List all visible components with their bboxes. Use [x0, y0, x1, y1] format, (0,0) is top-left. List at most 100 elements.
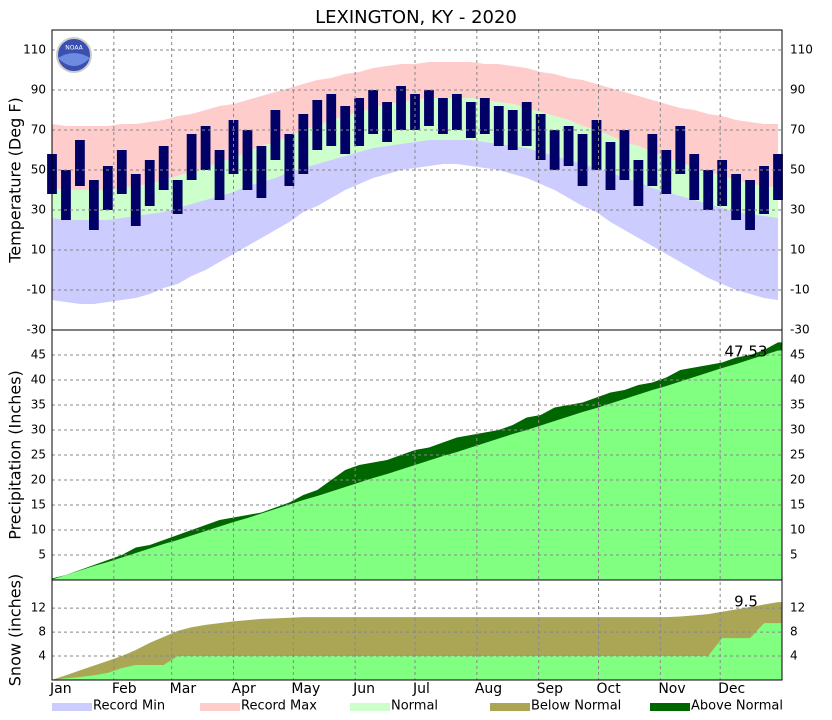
band [52, 98, 779, 220]
annotation: 9.5 [734, 593, 758, 611]
observed-bar [130, 174, 141, 226]
y2-tick-label: 8 [790, 625, 798, 639]
legend-label: Normal [391, 699, 438, 714]
observed-bar [535, 114, 546, 160]
y-tick-label: 45 [31, 348, 46, 362]
observed-bar [354, 98, 365, 146]
observed-bar [368, 90, 379, 134]
observed-bar [493, 106, 504, 146]
y-tick-label: 8 [38, 625, 46, 639]
observed-bar [507, 110, 518, 150]
y2-tick-label: 30 [790, 203, 805, 217]
legend-label: Above Normal [691, 699, 783, 714]
y-tick-label: 25 [31, 448, 46, 462]
x-tick-label: Feb [112, 681, 137, 697]
y2-tick-label: 25 [790, 448, 805, 462]
observed-bar [717, 160, 728, 206]
area [52, 350, 782, 580]
legend-label: Record Max [241, 699, 317, 714]
observed-bar [284, 134, 295, 186]
observed-bar [438, 98, 448, 134]
legend-label: Record Min [93, 699, 165, 714]
observed-bar [661, 150, 672, 194]
observed-bar [158, 146, 169, 190]
observed-bar [186, 134, 197, 180]
y2-tick-label: 45 [790, 348, 805, 362]
y-tick-label: -10 [26, 283, 46, 297]
legend-swatch [350, 703, 390, 711]
y-axis-label: Snow (inches) [6, 574, 25, 686]
y-tick-label: 50 [31, 163, 46, 177]
y2-tick-label: 35 [790, 398, 805, 412]
y-tick-label: 15 [31, 498, 46, 512]
panel-frame [51, 579, 783, 681]
y-tick-label: 110 [23, 43, 46, 57]
observed-bar [452, 94, 462, 130]
x-tick-label: Jan [49, 681, 72, 697]
observed-bar [521, 102, 532, 146]
observed-bar [689, 154, 700, 200]
y2-tick-label: 30 [790, 423, 805, 437]
x-tick-label: Apr [232, 681, 256, 697]
x-tick-label: Nov [658, 681, 685, 697]
y2-tick-label: -10 [790, 283, 810, 297]
observed-bar [465, 102, 476, 138]
y2-tick-label: -30 [790, 323, 810, 337]
band [52, 140, 779, 304]
observed-bar [214, 150, 225, 200]
y2-tick-label: 70 [790, 123, 805, 137]
observed-bar [172, 180, 183, 214]
observed-bar [577, 134, 588, 186]
logo-text: NOAA [65, 45, 83, 52]
y2-tick-label: 12 [790, 601, 805, 615]
y2-tick-label: 90 [790, 83, 805, 97]
observed-bar [256, 146, 267, 198]
y2-tick-label: 5 [790, 548, 798, 562]
x-tick-label: Sep [537, 681, 564, 697]
observed-bar [102, 166, 113, 210]
observed-bar [200, 126, 211, 170]
observed-bar [675, 126, 686, 174]
logo-bird [58, 53, 90, 66]
observed-bar [326, 94, 337, 146]
observed-bar [116, 150, 127, 194]
observed-bar [633, 160, 644, 206]
observed-bar [647, 134, 658, 186]
y-axis-label: Temperature (Deg F) [6, 97, 25, 264]
y-tick-label: 12 [31, 601, 46, 615]
observed-bar [591, 120, 602, 170]
area [52, 623, 782, 680]
observed-bar [61, 170, 71, 220]
y-tick-label: 40 [31, 373, 46, 387]
x-tick-label: May [291, 681, 320, 697]
y-tick-label: 70 [31, 123, 46, 137]
observed-bar [703, 170, 714, 210]
y-tick-label: 10 [31, 523, 46, 537]
y-tick-label: 5 [38, 548, 46, 562]
x-tick-label: Aug [475, 681, 502, 697]
observed-bar [745, 180, 755, 230]
x-tick-label: Jul [412, 681, 430, 697]
legend-label: Below Normal [531, 699, 621, 714]
observed-bar [298, 114, 309, 174]
observed-bar [396, 86, 406, 130]
observed-bar [242, 130, 253, 190]
chart-title: LEXINGTON, KY - 2020 [315, 7, 517, 28]
observed-bar [759, 166, 769, 214]
observed-bar [75, 140, 85, 186]
x-tick-label: Dec [718, 681, 745, 697]
y2-tick-label: 40 [790, 373, 805, 387]
observed-bar [605, 142, 616, 190]
x-tick-label: Mar [170, 681, 197, 697]
y2-tick-label: 15 [790, 498, 805, 512]
y-tick-label: 30 [31, 423, 46, 437]
observed-bar [619, 130, 630, 180]
observed-bar [563, 126, 574, 166]
y-tick-label: 35 [31, 398, 46, 412]
x-tick-label: Jun [352, 681, 375, 697]
observed-bar [312, 100, 323, 150]
y-tick-label: 10 [31, 243, 46, 257]
observed-bar [731, 174, 742, 220]
